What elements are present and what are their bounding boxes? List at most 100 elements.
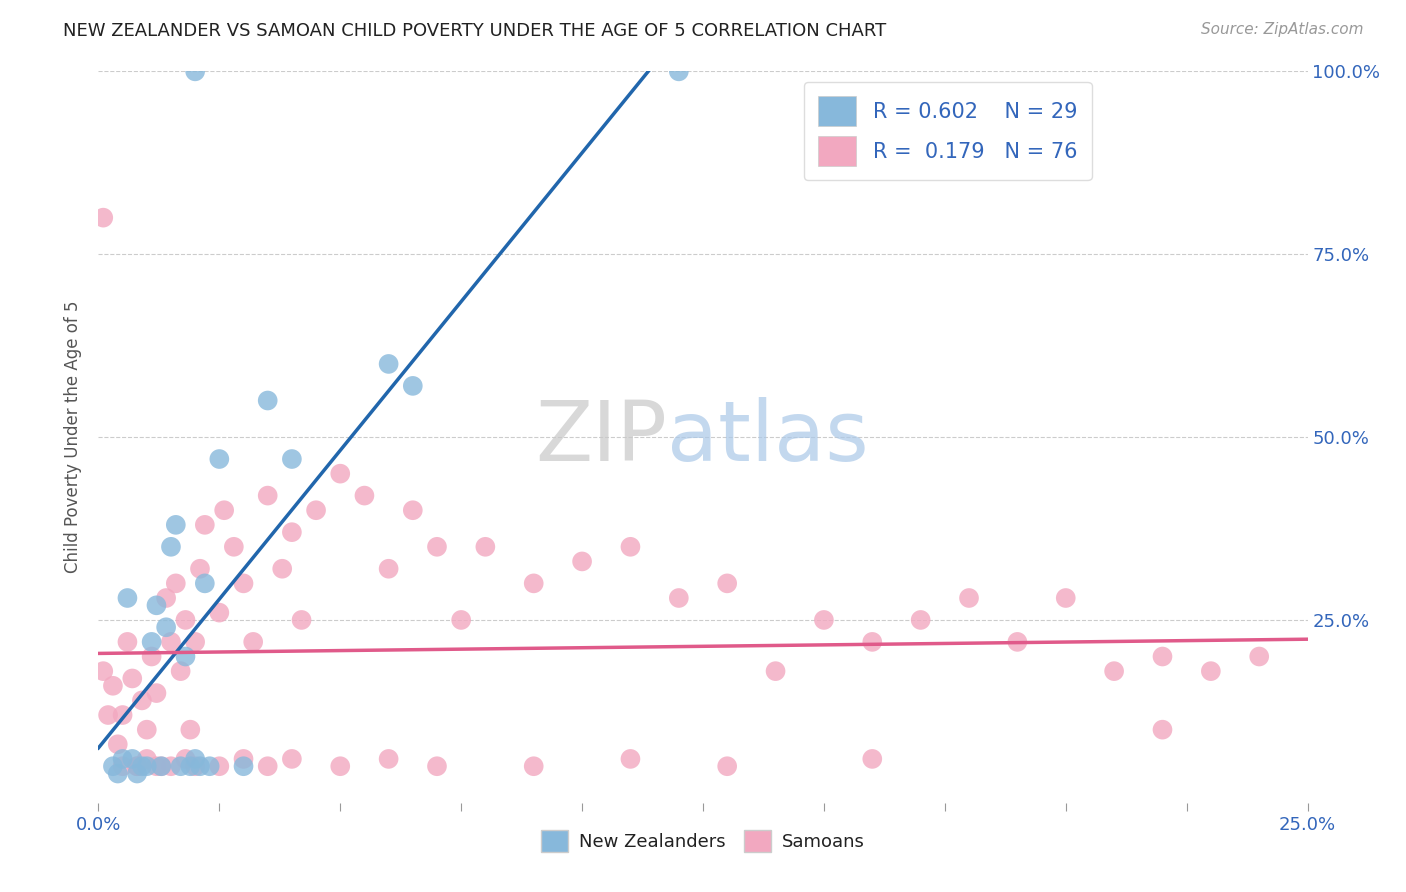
Point — [97, 708, 120, 723]
Point — [813, 613, 835, 627]
Point — [222, 540, 245, 554]
Point — [571, 554, 593, 568]
Point — [127, 759, 149, 773]
Point — [668, 64, 690, 78]
Point — [1152, 723, 1174, 737]
Point — [169, 759, 191, 773]
Point — [174, 613, 197, 627]
Point — [232, 759, 254, 773]
Point — [127, 766, 149, 780]
Point — [117, 591, 139, 605]
Text: ZIP: ZIP — [534, 397, 666, 477]
Point — [402, 379, 425, 393]
Point — [194, 576, 217, 591]
Point — [281, 752, 304, 766]
Point — [169, 664, 191, 678]
Point — [145, 759, 167, 773]
Point — [1102, 664, 1125, 678]
Point — [212, 503, 235, 517]
Point — [329, 467, 352, 481]
Point — [184, 64, 207, 78]
Point — [121, 752, 143, 766]
Point — [184, 759, 207, 773]
Point — [860, 635, 883, 649]
Point — [188, 759, 211, 773]
Point — [179, 723, 201, 737]
Point — [208, 452, 231, 467]
Legend: New Zealanders, Samoans: New Zealanders, Samoans — [534, 823, 872, 860]
Point — [957, 591, 980, 605]
Point — [523, 759, 546, 773]
Point — [91, 211, 114, 225]
Point — [131, 759, 153, 773]
Point — [1199, 664, 1222, 678]
Point — [256, 489, 278, 503]
Point — [184, 635, 207, 649]
Point — [198, 759, 221, 773]
Point — [111, 759, 134, 773]
Point — [165, 517, 187, 532]
Point — [145, 599, 167, 613]
Point — [716, 759, 738, 773]
Point — [426, 759, 449, 773]
Point — [174, 752, 197, 766]
Point — [619, 540, 641, 554]
Y-axis label: Child Poverty Under the Age of 5: Child Poverty Under the Age of 5 — [65, 301, 83, 574]
Text: atlas: atlas — [666, 397, 869, 477]
Point — [131, 693, 153, 707]
Text: NEW ZEALANDER VS SAMOAN CHILD POVERTY UNDER THE AGE OF 5 CORRELATION CHART: NEW ZEALANDER VS SAMOAN CHILD POVERTY UN… — [63, 22, 887, 40]
Point — [155, 591, 177, 605]
Point — [377, 562, 399, 576]
Point — [135, 723, 157, 737]
Point — [450, 613, 472, 627]
Point — [329, 759, 352, 773]
Point — [1054, 591, 1077, 605]
Point — [184, 752, 207, 766]
Point — [155, 620, 177, 634]
Point — [117, 635, 139, 649]
Point — [1152, 649, 1174, 664]
Point — [160, 635, 183, 649]
Point — [101, 679, 124, 693]
Point — [716, 576, 738, 591]
Point — [290, 613, 312, 627]
Point — [150, 759, 173, 773]
Point — [141, 635, 163, 649]
Point — [523, 576, 546, 591]
Point — [271, 562, 294, 576]
Point — [111, 752, 134, 766]
Point — [208, 606, 231, 620]
Point — [281, 452, 304, 467]
Point — [179, 759, 201, 773]
Point — [127, 759, 149, 773]
Point — [208, 759, 231, 773]
Point — [194, 517, 217, 532]
Point — [1249, 649, 1271, 664]
Point — [402, 503, 425, 517]
Point — [135, 759, 157, 773]
Point — [188, 562, 211, 576]
Point — [121, 672, 143, 686]
Point — [101, 759, 124, 773]
Point — [111, 708, 134, 723]
Point — [160, 759, 183, 773]
Point — [668, 591, 690, 605]
Point — [305, 503, 328, 517]
Point — [165, 576, 187, 591]
Point — [91, 664, 114, 678]
Point — [232, 576, 254, 591]
Point — [145, 686, 167, 700]
Point — [474, 540, 496, 554]
Point — [150, 759, 173, 773]
Point — [160, 540, 183, 554]
Point — [765, 664, 787, 678]
Point — [141, 649, 163, 664]
Point — [256, 759, 278, 773]
Point — [910, 613, 932, 627]
Point — [426, 540, 449, 554]
Point — [242, 635, 264, 649]
Point — [135, 752, 157, 766]
Point — [377, 752, 399, 766]
Point — [353, 489, 375, 503]
Point — [377, 357, 399, 371]
